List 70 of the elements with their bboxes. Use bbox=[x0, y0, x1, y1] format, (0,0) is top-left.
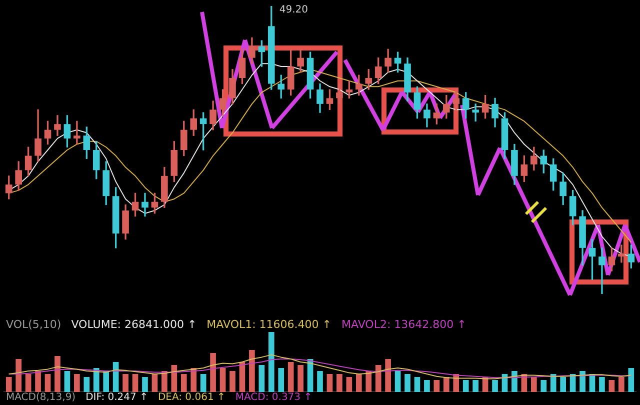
annotation: DIF: 0.247 ↑ bbox=[86, 392, 148, 405]
bar bbox=[404, 374, 410, 392]
bar bbox=[152, 374, 158, 392]
bar bbox=[54, 356, 60, 392]
legend-title: VOL(5,10) bbox=[6, 318, 62, 330]
annotation: MACD: 0.373 ↑ bbox=[235, 392, 312, 405]
bar bbox=[434, 380, 440, 392]
bar bbox=[180, 374, 187, 392]
bar bbox=[190, 368, 197, 392]
bar bbox=[336, 374, 342, 392]
bar bbox=[239, 362, 246, 392]
bar bbox=[462, 380, 469, 392]
text: MAVOL2: 13642.800 ↑ bbox=[342, 318, 466, 330]
bar bbox=[628, 368, 634, 392]
bar bbox=[74, 374, 80, 392]
bar bbox=[220, 368, 226, 392]
bar bbox=[608, 380, 615, 392]
bar bbox=[93, 368, 100, 392]
bar bbox=[550, 374, 556, 392]
bar bbox=[171, 365, 178, 392]
bar bbox=[142, 377, 148, 392]
bar bbox=[84, 377, 90, 392]
candlestick bbox=[74, 120, 80, 145]
bar bbox=[599, 377, 605, 392]
bar bbox=[385, 359, 391, 392]
bar bbox=[249, 350, 255, 392]
bar bbox=[366, 371, 372, 392]
annotation: 49.20 bbox=[279, 4, 308, 16]
bar bbox=[278, 368, 284, 392]
bar bbox=[530, 377, 537, 392]
bar bbox=[424, 380, 430, 392]
candlestick bbox=[472, 104, 479, 122]
bar bbox=[288, 362, 294, 392]
bar bbox=[326, 374, 333, 392]
bar bbox=[103, 371, 110, 392]
bar bbox=[375, 365, 382, 392]
bar bbox=[132, 374, 138, 392]
bar bbox=[44, 374, 51, 392]
bar bbox=[580, 371, 586, 392]
bar bbox=[540, 380, 547, 392]
bar bbox=[560, 377, 566, 392]
bar bbox=[25, 374, 32, 392]
text: VOLUME: 26841.000 ↑ bbox=[71, 318, 197, 330]
annotation: DEA: 0.061 ↑ bbox=[158, 392, 226, 405]
bar bbox=[346, 377, 352, 392]
bar bbox=[210, 353, 216, 392]
bar bbox=[200, 374, 206, 392]
bar bbox=[6, 377, 12, 392]
bar bbox=[618, 377, 624, 392]
bar bbox=[443, 377, 450, 392]
bar bbox=[64, 371, 70, 392]
bar bbox=[122, 374, 128, 392]
candlestick bbox=[142, 192, 148, 217]
candlestick bbox=[598, 248, 606, 294]
bar bbox=[298, 365, 304, 392]
text: MACD(8,13,9) bbox=[6, 392, 76, 405]
bar bbox=[512, 371, 518, 392]
bar bbox=[230, 371, 236, 392]
bar bbox=[492, 380, 498, 392]
bar bbox=[414, 377, 420, 392]
bar bbox=[16, 359, 22, 392]
candlestick bbox=[336, 83, 343, 104]
bar bbox=[356, 374, 362, 392]
bar bbox=[258, 365, 265, 392]
text: MAVOL1: 11606.400 ↑ bbox=[206, 318, 332, 330]
bar bbox=[35, 371, 41, 392]
bar bbox=[472, 380, 478, 392]
bar bbox=[317, 371, 323, 392]
bar bbox=[394, 371, 401, 392]
bar bbox=[268, 332, 274, 392]
